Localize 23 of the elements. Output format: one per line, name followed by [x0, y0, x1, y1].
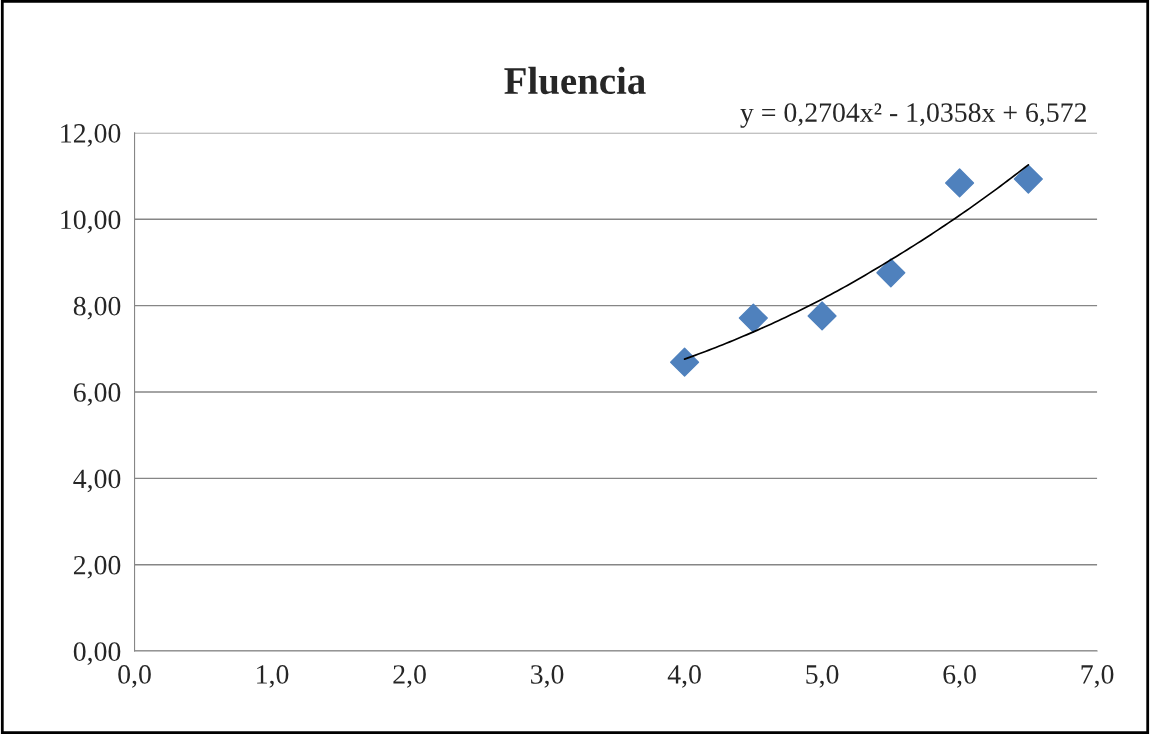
y-tick-label: 6,00	[73, 383, 121, 406]
point	[945, 168, 975, 198]
text: y = 0,2704x² - 1,0358x + 6,572	[740, 103, 1086, 128]
x-tick-label: 6,0	[943, 665, 976, 688]
point	[738, 303, 768, 333]
point	[669, 347, 700, 377]
x-tick-label: 1,0	[257, 665, 289, 688]
point	[807, 301, 837, 331]
point	[876, 258, 906, 288]
x-tick-label: 0,0	[118, 665, 151, 688]
chart-title: Fluencia	[504, 66, 646, 95]
y-tick-label: 2,00	[73, 555, 121, 579]
x-tick-label: 2,0	[393, 665, 426, 688]
y-tick-label: 12,00	[61, 124, 121, 147]
y-tick-label: 8,00	[73, 296, 121, 320]
x-tick-label: 7,0	[1081, 665, 1114, 688]
x-tick-label: 4,0	[667, 665, 701, 688]
y-tick-label: 0,00	[73, 642, 121, 665]
y-tick-label: 4,00	[73, 469, 121, 493]
point	[1013, 164, 1043, 194]
x-tick-label: 5,0	[806, 665, 839, 688]
x-tick-label: 3,0	[531, 665, 564, 688]
y-tick-label: 10,00	[61, 210, 121, 234]
